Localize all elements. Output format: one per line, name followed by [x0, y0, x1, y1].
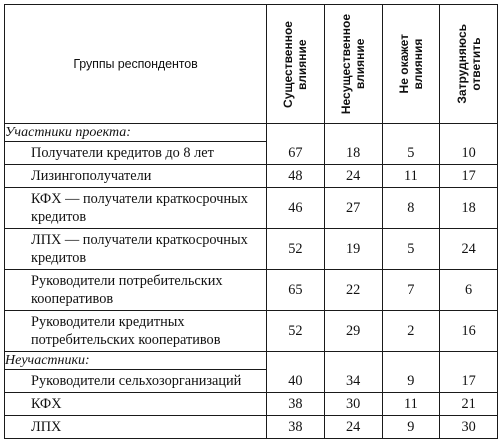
header-line: Существенное: [281, 20, 296, 108]
cell-value: 11: [381, 392, 441, 416]
table-row: Руководители сельхозорганизаций 40 34 9 …: [4, 369, 498, 393]
section-cell: [439, 123, 498, 142]
section-cell: [323, 351, 383, 370]
header-line: Затрудняюсь: [454, 24, 469, 104]
section-cell: [381, 351, 441, 370]
table-row: Лизингополучатели 48 24 11 17: [4, 164, 498, 188]
cell-value: 2: [381, 310, 441, 352]
column-header-insignificant: Несущественное влияние: [323, 4, 383, 124]
cell-value: 38: [266, 415, 325, 439]
section-cell: [323, 123, 383, 142]
cell-value: 46: [266, 187, 325, 229]
cell-value: 21: [439, 392, 498, 416]
cell-value: 7: [381, 269, 441, 311]
cell-value: 52: [266, 310, 325, 352]
cell-value: 16: [439, 310, 498, 352]
cell-value: 17: [439, 369, 498, 393]
cell-value: 29: [323, 310, 383, 352]
row-label: КФХ: [4, 392, 267, 416]
header-line: ответить: [468, 37, 483, 91]
row-label: Получатели кредитов до 8 лет: [4, 141, 267, 165]
cell-value: 22: [323, 269, 383, 311]
section-cell: [266, 123, 325, 142]
cell-value: 24: [323, 415, 383, 439]
column-header-undecided: Затрудняюсь ответить: [439, 4, 498, 124]
cell-value: 67: [266, 141, 325, 165]
cell-value: 40: [266, 369, 325, 393]
cell-value: 18: [323, 141, 383, 165]
column-header-groups: Группы респондентов: [4, 4, 267, 124]
table-row: ЛПХ 38 24 9 30: [4, 415, 498, 439]
cell-value: 48: [266, 164, 325, 188]
cell-value: 19: [323, 228, 383, 270]
section-cell: [439, 351, 498, 370]
cell-value: 9: [381, 369, 441, 393]
table-row: ЛПХ — получатели краткосрочных кредитов …: [4, 228, 498, 270]
header-line: влияния: [410, 38, 425, 90]
cell-value: 11: [381, 164, 441, 188]
cell-value: 30: [323, 392, 383, 416]
cell-value: 8: [381, 187, 441, 229]
table-row: КФХ 38 30 11 21: [4, 392, 498, 416]
table-row: Руководители кредитных потребительских к…: [4, 310, 498, 352]
cell-value: 6: [439, 269, 498, 311]
header-line: влияние: [295, 38, 310, 90]
header-row: Группы респондентов Существенное влияние …: [4, 4, 498, 124]
survey-table: Группы респондентов Существенное влияние …: [4, 4, 498, 439]
row-label: Лизингополучатели: [4, 164, 267, 188]
cell-value: 38: [266, 392, 325, 416]
row-label: Руководители сельхозорганизаций: [4, 369, 267, 393]
cell-value: 5: [381, 141, 441, 165]
section-row: Участники проекта:: [4, 123, 498, 142]
row-label: ЛПХ — получатели краткосрочных кредитов: [4, 228, 267, 270]
cell-value: 65: [266, 269, 325, 311]
column-header-no-effect: Не окажет влияния: [381, 4, 441, 124]
row-label: Руководители потребительских кооперативо…: [4, 269, 267, 311]
cell-value: 17: [439, 164, 498, 188]
table-row: КФХ — получатели краткосрочных кредитов …: [4, 187, 498, 229]
cell-value: 18: [439, 187, 498, 229]
header-line: Не окажет: [396, 34, 411, 94]
table-row: Получатели кредитов до 8 лет 67 18 5 10: [4, 141, 498, 165]
cell-value: 24: [323, 164, 383, 188]
cell-value: 34: [323, 369, 383, 393]
cell-value: 52: [266, 228, 325, 270]
cell-value: 30: [439, 415, 498, 439]
row-label: Руководители кредитных потребительских к…: [4, 310, 267, 352]
cell-value: 10: [439, 141, 498, 165]
row-label: КФХ — получатели краткосрочных кредитов: [4, 187, 267, 229]
cell-value: 9: [381, 415, 441, 439]
row-label: ЛПХ: [4, 415, 267, 439]
section-cell: [266, 351, 325, 370]
section-title: Участники проекта:: [4, 123, 267, 142]
table-body: Участники проекта: Получатели кредитов д…: [4, 123, 498, 439]
section-title: Неучастники:: [4, 351, 267, 370]
section-cell: [381, 123, 441, 142]
column-header-significant: Существенное влияние: [266, 4, 325, 124]
header-line: Несущественное: [339, 13, 354, 115]
cell-value: 27: [323, 187, 383, 229]
header-line: влияние: [353, 38, 368, 90]
cell-value: 5: [381, 228, 441, 270]
section-row: Неучастники:: [4, 351, 498, 370]
table-row: Руководители потребительских кооперативо…: [4, 269, 498, 311]
cell-value: 24: [439, 228, 498, 270]
